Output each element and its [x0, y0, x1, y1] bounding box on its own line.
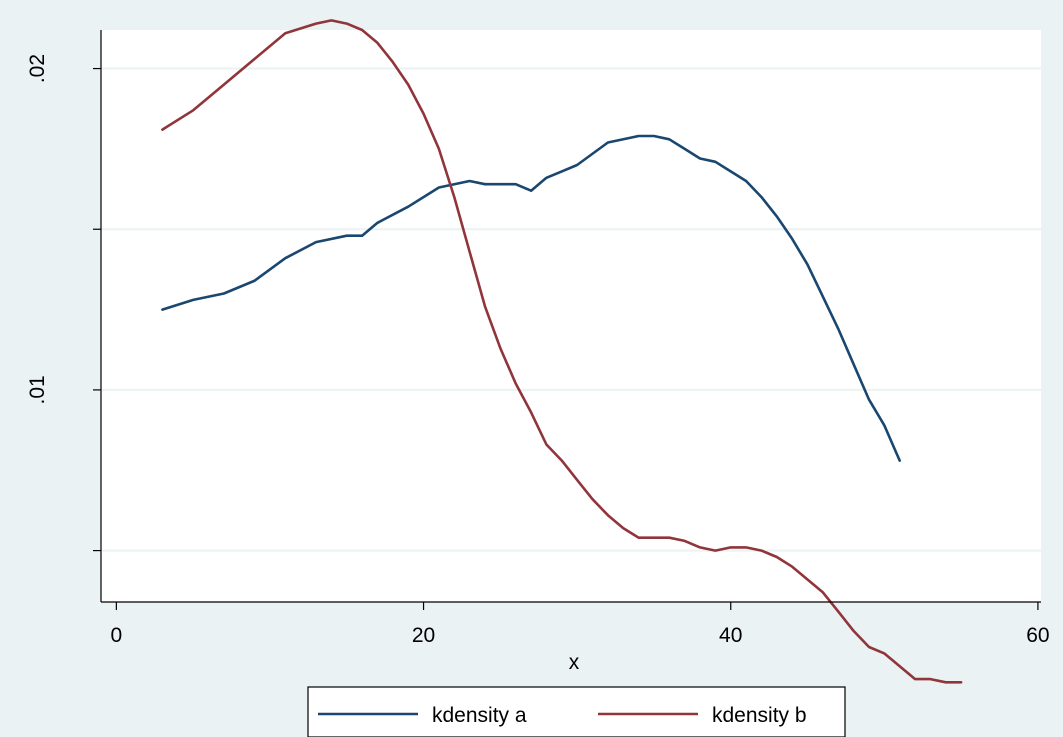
axes: .01 .02 0 20 40 60 — [26, 30, 1050, 647]
y-tick-label-3: .02 — [26, 54, 49, 83]
series-line-1 — [161, 19, 963, 684]
legend-label-0: kdensity a — [432, 704, 527, 727]
x-tick-label-2: 40 — [719, 624, 742, 647]
x-axis-title: x — [569, 651, 580, 674]
legend: kdensity a kdensity b — [307, 686, 846, 737]
y-tick-label-1: .01 — [26, 375, 49, 404]
x-tick-label-1: 20 — [412, 624, 435, 647]
x-tick-label-3: 60 — [1026, 624, 1049, 647]
series-line-0 — [161, 134, 901, 462]
legend-box — [307, 686, 846, 737]
gridlines — [101, 67, 1041, 552]
plot-area — [101, 30, 1041, 602]
x-tick-label-0: 0 — [111, 624, 123, 647]
series-layer — [161, 19, 963, 684]
legend-label-1: kdensity b — [712, 704, 807, 727]
